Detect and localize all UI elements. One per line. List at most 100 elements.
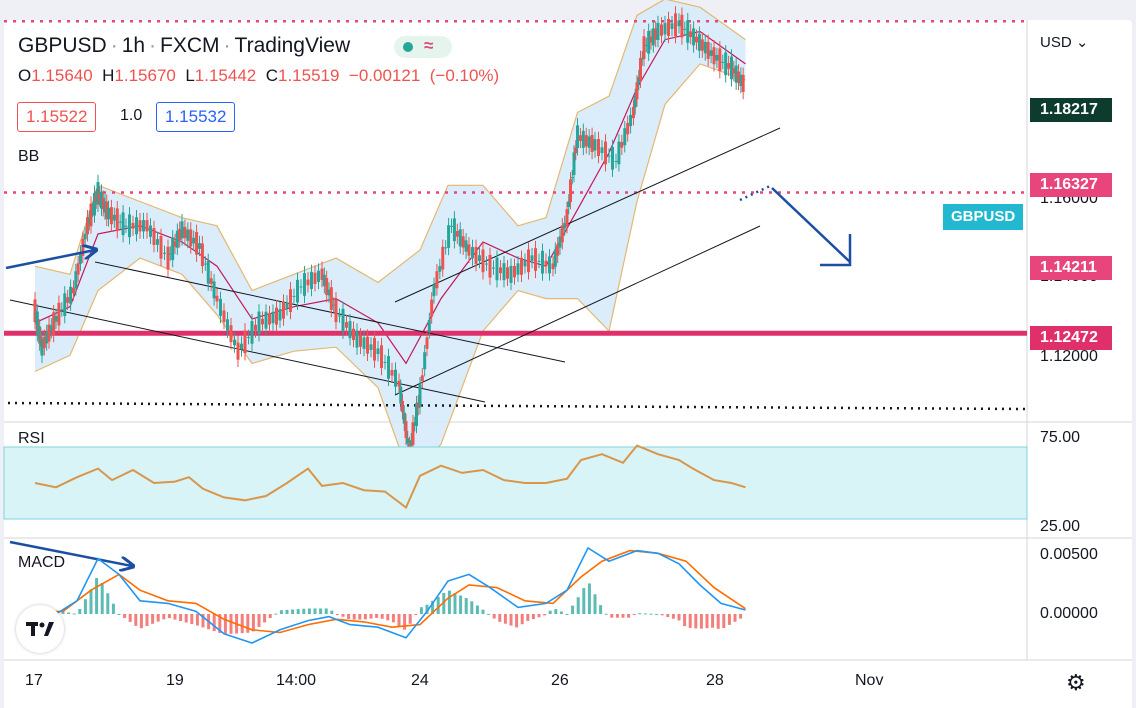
support-dotted-line[interactable] xyxy=(7,401,1026,411)
candle-body xyxy=(189,229,193,247)
macd-histogram-bar xyxy=(195,614,199,626)
open-value: 1.15640 xyxy=(31,66,93,85)
macd-histogram-bar xyxy=(274,613,278,615)
candle-body xyxy=(548,256,551,274)
candle-body xyxy=(617,141,621,165)
candle-body xyxy=(96,182,100,205)
candle-body xyxy=(135,217,138,235)
level-label-4[interactable]: 1.12472 xyxy=(1030,326,1112,350)
candle-body xyxy=(289,289,292,312)
candle-body xyxy=(635,82,639,100)
candle-body xyxy=(654,28,658,40)
level-label-1[interactable]: 1.18217 xyxy=(1030,98,1112,122)
candle-body xyxy=(166,246,170,270)
macd-histogram-bar xyxy=(330,610,334,614)
macd-histogram-bar xyxy=(347,614,351,619)
candle-body xyxy=(131,222,135,229)
candle-body xyxy=(502,263,506,281)
macd-histogram-bar xyxy=(302,608,306,614)
candle-body xyxy=(212,281,216,299)
candle-body xyxy=(495,257,499,281)
up-channel-upper-line[interactable] xyxy=(394,127,781,303)
macd-histogram-bar xyxy=(711,614,715,628)
candle-body xyxy=(607,155,611,157)
candle-body xyxy=(464,240,468,252)
macd-histogram-bar xyxy=(375,614,379,618)
down-channel-upper-line[interactable] xyxy=(94,261,566,363)
candle-body xyxy=(183,226,187,239)
market-status-pill[interactable]: ≈ xyxy=(394,36,452,58)
currency-selector[interactable]: USD ⌄ xyxy=(1040,34,1089,51)
candle-body xyxy=(452,218,456,242)
candle-body xyxy=(275,307,278,325)
uptrend-arrow[interactable] xyxy=(5,250,95,270)
candle-body xyxy=(523,260,527,267)
candle-body xyxy=(387,356,390,379)
candle-body xyxy=(660,24,663,36)
candle-body xyxy=(560,225,564,243)
candle-body xyxy=(435,271,439,289)
candle-body xyxy=(373,337,376,361)
macd-histogram-bar xyxy=(699,614,703,629)
macd-trend-arrow[interactable] xyxy=(9,540,132,566)
candle-body xyxy=(686,20,690,43)
candle-body xyxy=(296,279,299,303)
macd-histogram-bar xyxy=(621,614,625,618)
symbol-price-tag: GBPUSD xyxy=(943,204,1024,230)
candle-body xyxy=(574,147,578,154)
candle-body xyxy=(332,304,336,306)
tradingview-logo[interactable] xyxy=(16,605,64,653)
candle-body xyxy=(537,260,541,262)
macd-histogram-bar xyxy=(72,613,76,615)
level-label-2[interactable]: 1.16327 xyxy=(1030,173,1112,197)
forecast-down-arrow[interactable] xyxy=(771,187,851,263)
macd-histogram-bar xyxy=(240,614,244,634)
macd-histogram-bar xyxy=(520,614,524,625)
candle-body xyxy=(219,298,222,316)
candle-body xyxy=(45,332,49,344)
bb-pane-title[interactable]: BB xyxy=(18,148,40,165)
macd-histogram-bar xyxy=(705,614,709,629)
price-series-layer xyxy=(33,6,745,469)
candle-body xyxy=(76,263,80,275)
macd-histogram-bar xyxy=(509,614,513,626)
buy-price-button[interactable]: 1.15532 xyxy=(156,102,236,132)
candle-body xyxy=(499,267,502,274)
candle-body xyxy=(556,244,560,256)
rsi-axis-tick: 75.00 xyxy=(1040,429,1081,446)
candle-body xyxy=(667,18,670,36)
candle-body xyxy=(261,318,264,325)
symbol-name: GBPUSD xyxy=(18,34,107,57)
candle-body xyxy=(724,52,728,76)
candle-body xyxy=(401,400,404,413)
chevron-down-icon: ⌄ xyxy=(1075,34,1089,51)
macd-layer xyxy=(33,546,746,644)
horizontal-levels-layer xyxy=(4,19,1027,336)
candle-body xyxy=(563,222,567,229)
candle-body xyxy=(578,135,582,141)
symbol-legend[interactable]: GBPUSD · 1h · FXCM · TradingView xyxy=(18,34,351,57)
candle-body xyxy=(52,312,56,335)
candle-body xyxy=(438,266,442,272)
macd-histogram-bar xyxy=(380,614,384,619)
level-label-3[interactable]: 1.14211 xyxy=(1030,256,1112,280)
macd-histogram-bar xyxy=(145,614,149,627)
macd-histogram-bar xyxy=(67,612,71,614)
macd-histogram-bar xyxy=(481,609,485,614)
candle-body xyxy=(66,297,70,303)
time-axis-tick: 24 xyxy=(411,672,429,689)
candle-body xyxy=(509,265,513,283)
spread-value: 1.0 xyxy=(120,107,143,124)
down-channel-lower-line[interactable] xyxy=(9,299,486,403)
gear-icon[interactable]: ⚙ xyxy=(1066,670,1086,695)
macd-histogram-bar xyxy=(554,609,558,614)
sell-price-button[interactable]: 1.15522 xyxy=(17,102,97,132)
macd-pane-title[interactable]: MACD xyxy=(18,554,66,571)
rsi-pane-title[interactable]: RSI xyxy=(18,430,45,447)
time-axis-tick: 19 xyxy=(166,672,184,689)
macd-histogram-bar xyxy=(593,594,597,614)
interval-label: 1h xyxy=(121,34,146,57)
macd-histogram-bar xyxy=(733,614,737,622)
up-channel-lower-line[interactable] xyxy=(394,225,761,396)
